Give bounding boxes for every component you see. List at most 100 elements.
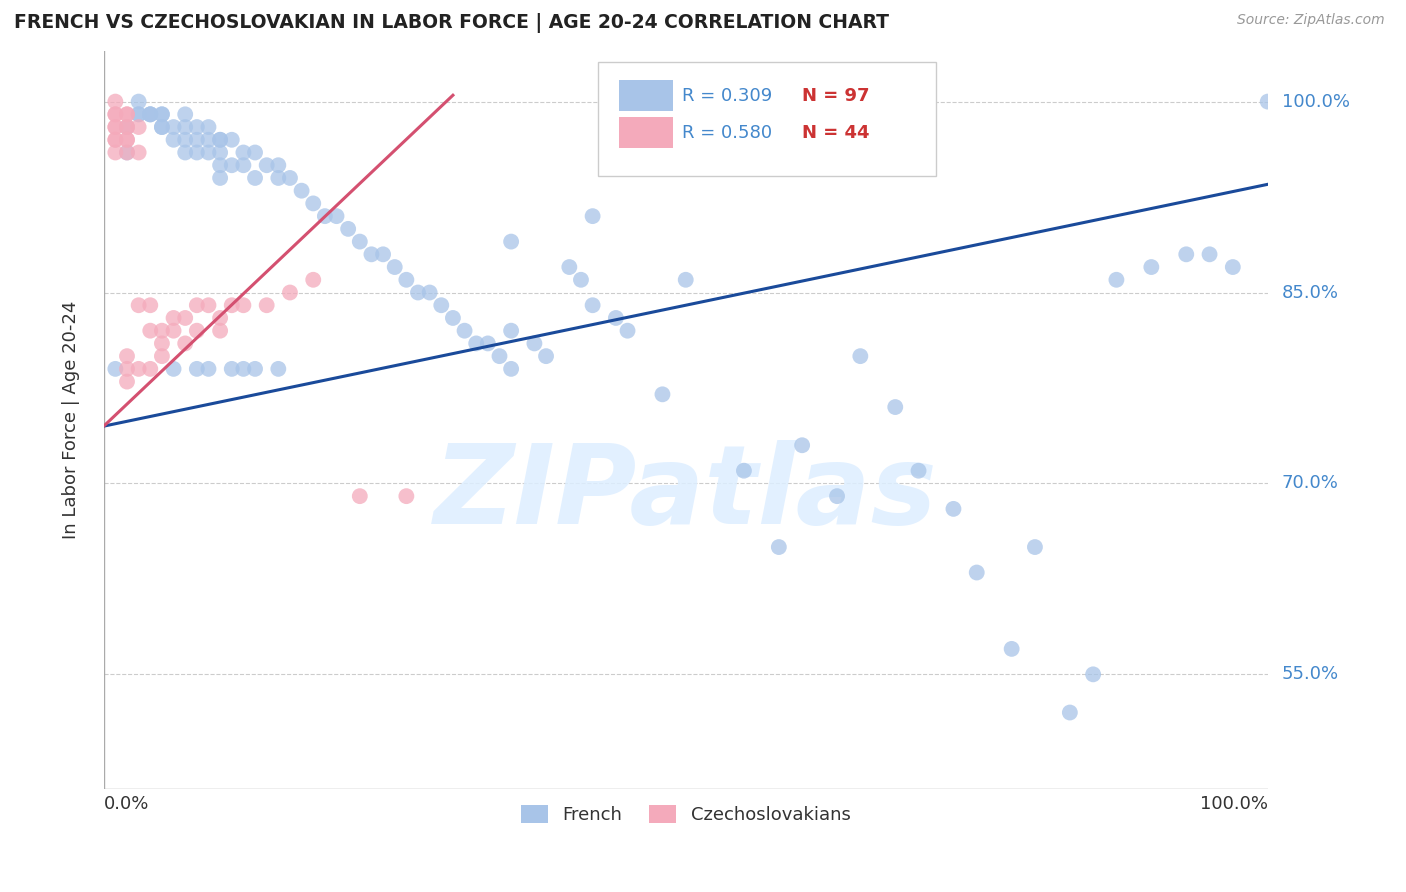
- French: [243, 362, 266, 376]
- French: [360, 247, 382, 261]
- French: [558, 260, 581, 274]
- French: [406, 285, 429, 300]
- French: [477, 336, 499, 351]
- Czechoslovakians: [349, 489, 371, 503]
- French: [209, 171, 232, 186]
- French: [907, 464, 929, 478]
- French: [162, 133, 184, 147]
- French: [581, 209, 603, 223]
- French: [605, 310, 627, 325]
- French: [186, 120, 208, 134]
- French: [174, 133, 197, 147]
- French: [209, 133, 232, 147]
- Czechoslovakians: [302, 273, 325, 287]
- Text: Source: ZipAtlas.com: Source: ZipAtlas.com: [1237, 13, 1385, 28]
- Czechoslovakians: [186, 324, 208, 338]
- French: [523, 336, 546, 351]
- French: [232, 158, 254, 172]
- Czechoslovakians: [128, 298, 150, 312]
- FancyBboxPatch shape: [620, 117, 673, 148]
- French: [197, 133, 219, 147]
- French: [1105, 273, 1128, 287]
- Czechoslovakians: [115, 133, 138, 147]
- Czechoslovakians: [104, 133, 127, 147]
- French: [197, 362, 219, 376]
- French: [104, 362, 127, 376]
- Legend: French, Czechoslovakians: French, Czechoslovakians: [513, 797, 858, 831]
- Czechoslovakians: [115, 145, 138, 160]
- French: [1257, 95, 1279, 109]
- French: [1081, 667, 1104, 681]
- Czechoslovakians: [104, 120, 127, 134]
- Czechoslovakians: [115, 107, 138, 121]
- French: [884, 400, 907, 414]
- Text: 55.0%: 55.0%: [1282, 665, 1339, 683]
- French: [221, 158, 243, 172]
- French: [150, 107, 173, 121]
- French: [209, 133, 232, 147]
- French: [942, 501, 965, 516]
- French: [221, 133, 243, 147]
- Text: FRENCH VS CZECHOSLOVAKIAN IN LABOR FORCE | AGE 20-24 CORRELATION CHART: FRENCH VS CZECHOSLOVAKIAN IN LABOR FORCE…: [14, 13, 889, 33]
- French: [384, 260, 406, 274]
- French: [243, 145, 266, 160]
- French: [162, 120, 184, 134]
- French: [291, 184, 314, 198]
- French: [197, 145, 219, 160]
- FancyBboxPatch shape: [620, 80, 673, 112]
- French: [581, 298, 603, 312]
- Text: R = 0.580: R = 0.580: [682, 124, 772, 142]
- French: [768, 540, 790, 554]
- French: [243, 171, 266, 186]
- Czechoslovakians: [128, 145, 150, 160]
- French: [1024, 540, 1046, 554]
- French: [162, 362, 184, 376]
- Czechoslovakians: [150, 324, 173, 338]
- French: [197, 120, 219, 134]
- French: [733, 464, 755, 478]
- French: [1140, 260, 1163, 274]
- French: [186, 362, 208, 376]
- Czechoslovakians: [139, 324, 162, 338]
- French: [1175, 247, 1198, 261]
- French: [1222, 260, 1244, 274]
- French: [430, 298, 453, 312]
- Text: 0.0%: 0.0%: [104, 796, 149, 814]
- Czechoslovakians: [395, 489, 418, 503]
- Text: R = 0.309: R = 0.309: [682, 87, 772, 104]
- Text: N = 97: N = 97: [803, 87, 870, 104]
- Czechoslovakians: [174, 310, 197, 325]
- French: [488, 349, 510, 363]
- French: [1198, 247, 1220, 261]
- Czechoslovakians: [115, 362, 138, 376]
- Czechoslovakians: [139, 362, 162, 376]
- Czechoslovakians: [162, 310, 184, 325]
- French: [501, 324, 523, 338]
- French: [267, 158, 290, 172]
- French: [966, 566, 988, 580]
- Text: 100.0%: 100.0%: [1282, 93, 1350, 111]
- Czechoslovakians: [174, 336, 197, 351]
- Czechoslovakians: [115, 133, 138, 147]
- French: [441, 310, 464, 325]
- French: [302, 196, 325, 211]
- Czechoslovakians: [278, 285, 301, 300]
- French: [186, 145, 208, 160]
- French: [186, 133, 208, 147]
- French: [337, 222, 360, 236]
- French: [139, 107, 162, 121]
- Czechoslovakians: [256, 298, 278, 312]
- French: [221, 362, 243, 376]
- French: [128, 95, 150, 109]
- French: [395, 273, 418, 287]
- Czechoslovakians: [209, 324, 232, 338]
- French: [139, 107, 162, 121]
- Czechoslovakians: [162, 324, 184, 338]
- French: [501, 235, 523, 249]
- French: [150, 107, 173, 121]
- Czechoslovakians: [139, 298, 162, 312]
- French: [465, 336, 488, 351]
- Text: N = 44: N = 44: [803, 124, 870, 142]
- Czechoslovakians: [150, 336, 173, 351]
- French: [256, 158, 278, 172]
